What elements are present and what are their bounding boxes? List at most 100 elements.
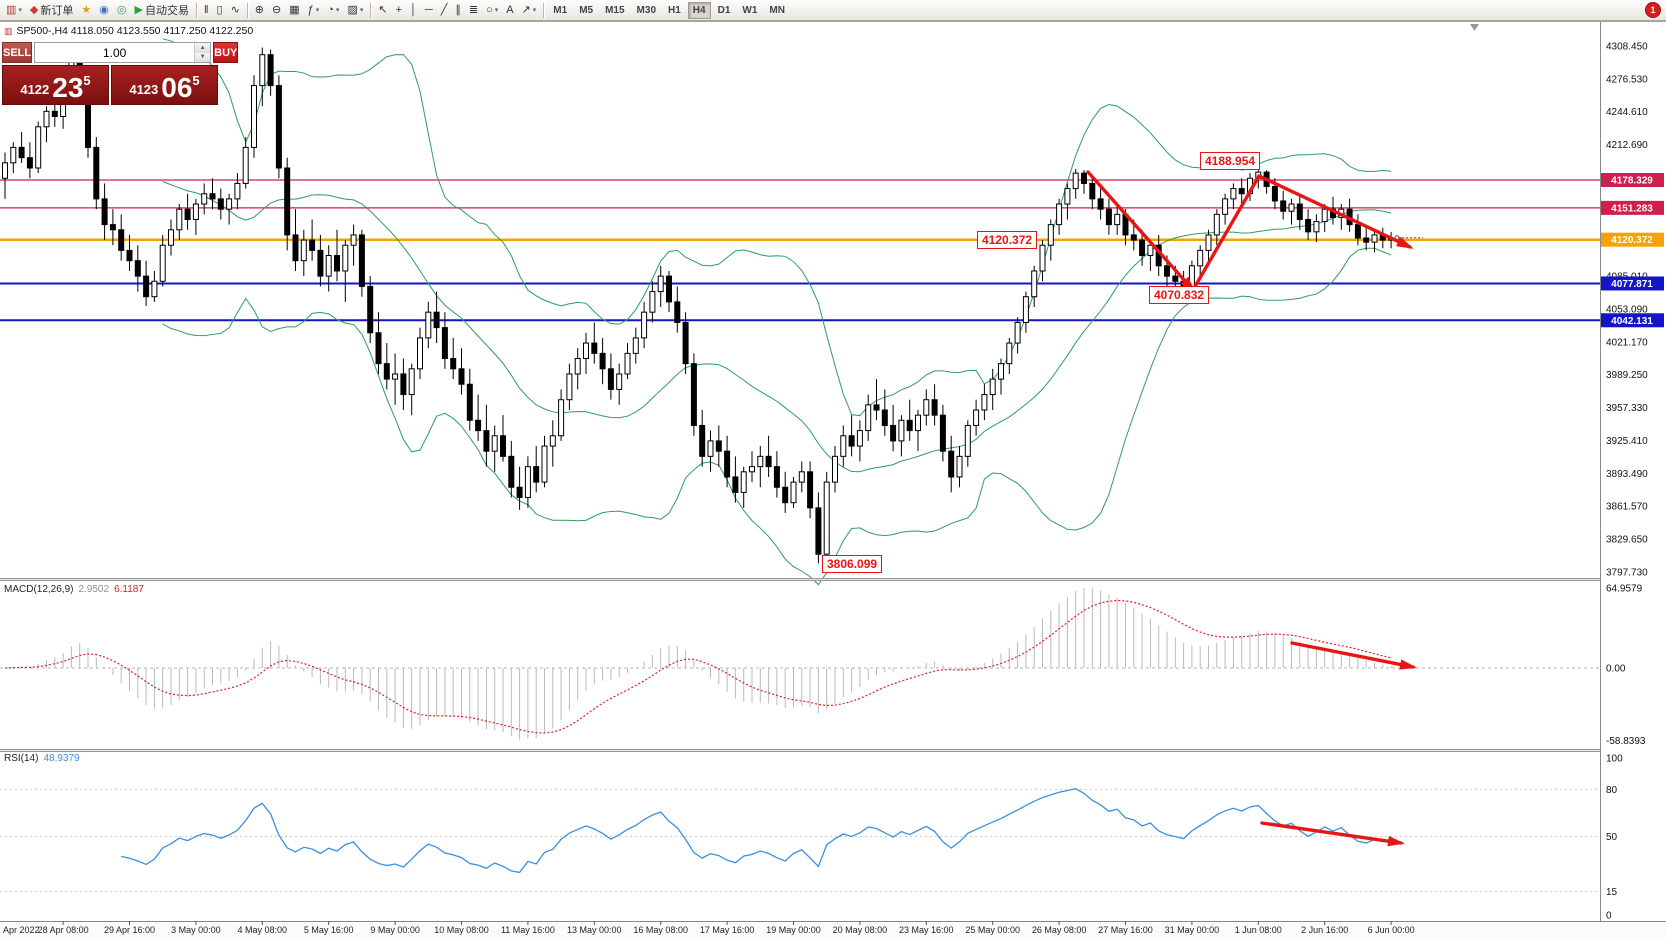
- timeframe-button-m15[interactable]: M15: [605, 4, 625, 16]
- new-chart-button[interactable]: ▥ ▾: [2, 0, 26, 20]
- new-order-button[interactable]: ◆ 新订单: [26, 0, 77, 20]
- navigator-button[interactable]: ◎: [113, 0, 131, 20]
- tile-windows-icon: ▦: [289, 3, 300, 16]
- autotrading-button[interactable]: ▶ 自动交易: [130, 0, 192, 20]
- price-scale-label: 4244.610: [1606, 107, 1648, 118]
- rsi-scale-label: 15: [1606, 887, 1618, 898]
- indicators-button[interactable]: ƒ ▾: [304, 0, 324, 20]
- market-watch-icon: ◉: [99, 3, 109, 16]
- sell-price-box[interactable]: 4122 23 5: [2, 65, 109, 105]
- line-chart-button[interactable]: ∿: [227, 0, 244, 20]
- time-axis-label: 19 May 00:00: [766, 925, 821, 935]
- time-axis-label: 11 May 16:00: [501, 925, 555, 935]
- buy-price-base: 4123: [129, 82, 159, 97]
- arrow-tools-icon: ↗: [521, 3, 531, 16]
- chevron-down-icon: ▾: [18, 7, 22, 14]
- time-axis-label: 28 Apr 08:00: [38, 925, 89, 935]
- volume-down-button[interactable]: ▼: [195, 52, 211, 62]
- chart-shift-marker: [1470, 24, 1479, 31]
- zoom-out-button[interactable]: ⊖: [268, 0, 285, 20]
- buy-button[interactable]: BUY: [213, 42, 239, 63]
- timeframe-button-m1[interactable]: M1: [553, 4, 568, 16]
- rsi-line: [121, 788, 1392, 874]
- zoom-in-button[interactable]: ⊕: [251, 0, 268, 20]
- vertical-line-button[interactable]: │: [406, 0, 421, 20]
- crosshair-button[interactable]: +: [392, 0, 406, 20]
- annotation-4070-832[interactable]: 4070.832: [1149, 286, 1210, 304]
- timeframe-button-m30[interactable]: M30: [636, 4, 656, 16]
- rsi-scale-label: 0: [1606, 911, 1612, 922]
- time-axis-label: 10 May 08:00: [434, 925, 489, 935]
- favorites-button[interactable]: ★: [77, 0, 95, 20]
- price-scale-label: 3797.730: [1606, 567, 1648, 578]
- sell-price-base: 4122: [20, 82, 50, 97]
- price-tag-4077.871: [1601, 276, 1664, 291]
- trendline-icon: ╱: [440, 3, 448, 16]
- zoom-out-icon: ⊖: [272, 3, 282, 16]
- periods-button[interactable]: ◔ ▾: [323, 0, 343, 20]
- new-order-button-label: 新订单: [40, 5, 74, 17]
- fibonacci-button[interactable]: ≣: [465, 0, 482, 20]
- text-button[interactable]: A: [502, 0, 517, 20]
- templates-icon: ▨: [347, 3, 358, 16]
- crosshair-icon: +: [395, 3, 403, 16]
- chart-ohlc-header: SP500-,H4 4118.050 4123.550 4117.250 412…: [16, 25, 254, 37]
- macd-signal-line: [4, 599, 1392, 734]
- svg-text:4151.283: 4151.283: [1611, 203, 1653, 214]
- tile-windows-button[interactable]: ▦: [285, 0, 303, 20]
- bollinger-upper: [162, 38, 1392, 417]
- annotation-4188-954[interactable]: 4188.954: [1200, 152, 1261, 170]
- annotation-3806-099[interactable]: 3806.099: [822, 555, 883, 573]
- rsi-indicator-label: RSI(14) 48.9379: [4, 753, 80, 764]
- svg-text:4120.372: 4120.372: [1611, 235, 1653, 246]
- toolbar-separator: [246, 2, 248, 18]
- time-axis-label: 17 May 16:00: [700, 925, 755, 935]
- time-axis-label: 3 May 00:00: [171, 925, 221, 935]
- bollinger-lower: [162, 247, 1392, 586]
- price-scale-label: 4308.450: [1606, 42, 1648, 53]
- sell-button[interactable]: SELL: [2, 42, 33, 63]
- svg-text:4178.329: 4178.329: [1611, 176, 1653, 187]
- notification-icon[interactable]: 1: [1645, 2, 1661, 18]
- toolbar-separator: [195, 2, 197, 18]
- candlestick-chart-button[interactable]: ▯: [213, 0, 227, 20]
- market-watch-button[interactable]: ◉: [95, 0, 113, 20]
- macd-value-main: 2.9502: [78, 584, 110, 595]
- horizontal-line-button[interactable]: ─: [421, 0, 437, 20]
- timeframe-button-h4[interactable]: H4: [687, 1, 711, 19]
- time-axis-label: 16 May 08:00: [633, 925, 688, 935]
- price-scale-label: 4212.690: [1606, 140, 1648, 151]
- timeframe-button-mn[interactable]: MN: [769, 4, 785, 16]
- cursor-button[interactable]: ↖: [374, 0, 391, 20]
- time-axis-label: 2 Jun 16:00: [1301, 925, 1348, 935]
- timeframe-button-w1[interactable]: W1: [742, 4, 758, 16]
- time-axis-label: 13 May 00:00: [567, 925, 622, 935]
- timeframe-button-h1[interactable]: H1: [668, 4, 681, 16]
- favorites-icon: ★: [81, 3, 92, 16]
- timeframe-button-d1[interactable]: D1: [717, 4, 731, 16]
- time-axis: [0, 921, 1666, 940]
- timeframe-button-m5[interactable]: M5: [579, 4, 594, 16]
- svg-text:4042.131: 4042.131: [1611, 316, 1653, 327]
- rsi-scale-label: 80: [1606, 785, 1618, 796]
- shapes-icon: ○: [486, 3, 493, 16]
- arrow-tools-button[interactable]: ↗ ▾: [518, 0, 541, 20]
- trendline-button[interactable]: ╱: [437, 0, 452, 20]
- toolbar-separator: [370, 2, 372, 18]
- svg-text:4077.871: 4077.871: [1611, 279, 1653, 290]
- volume-up-button[interactable]: ▲: [195, 43, 211, 53]
- bollinger-middle: [162, 180, 1392, 473]
- macd-indicator-label: MACD(12,26,9) 2.9502 6.1187: [4, 584, 144, 595]
- volume-input[interactable]: [35, 43, 195, 62]
- bar-chart-button[interactable]: ‖: [200, 0, 213, 20]
- shapes-button[interactable]: ○ ▾: [482, 0, 502, 20]
- fibonacci-icon: ≣: [468, 3, 479, 16]
- time-axis-label: 4 May 08:00: [238, 925, 288, 935]
- buy-price-box[interactable]: 4123 06 5: [111, 65, 218, 105]
- time-axis-label: 26 May 08:00: [1032, 925, 1087, 935]
- price-scale-label: 3957.330: [1606, 403, 1648, 414]
- annotation-4120-372[interactable]: 4120.372: [977, 231, 1038, 249]
- templates-button[interactable]: ▨ ▾: [343, 0, 367, 20]
- channel-button[interactable]: ∥: [451, 0, 465, 20]
